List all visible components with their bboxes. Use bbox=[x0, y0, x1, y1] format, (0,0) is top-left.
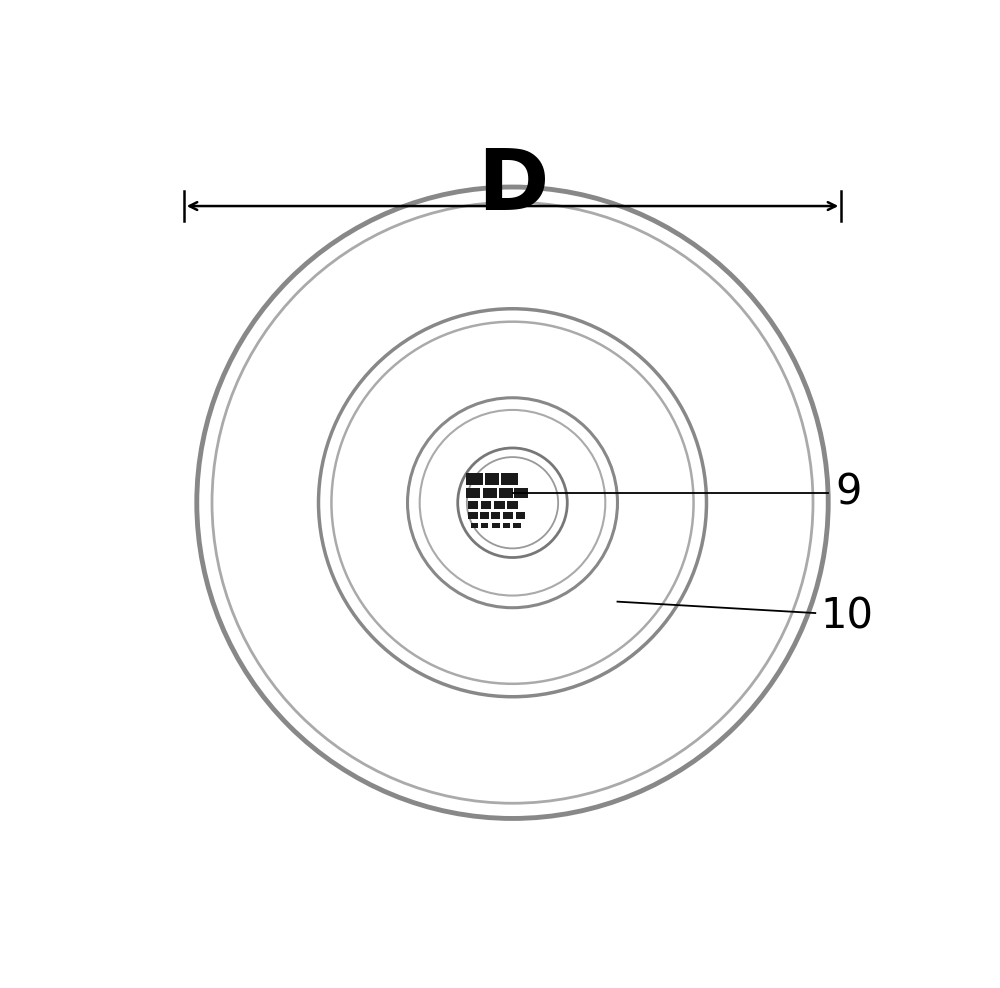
Text: 10: 10 bbox=[821, 596, 874, 638]
Bar bbox=[492, 523, 500, 529]
Text: 9: 9 bbox=[836, 472, 862, 514]
Bar bbox=[499, 488, 512, 498]
Bar bbox=[466, 488, 480, 498]
Bar bbox=[507, 501, 518, 509]
Bar bbox=[516, 512, 525, 519]
Bar bbox=[466, 473, 483, 485]
Bar bbox=[480, 512, 489, 519]
Bar bbox=[503, 512, 513, 519]
Bar bbox=[514, 488, 528, 498]
Bar bbox=[513, 523, 521, 529]
Bar bbox=[468, 512, 478, 519]
Bar bbox=[481, 523, 488, 529]
Bar bbox=[471, 523, 478, 529]
Text: D: D bbox=[477, 145, 548, 228]
Bar bbox=[483, 488, 497, 498]
Bar bbox=[494, 501, 505, 509]
Bar bbox=[485, 473, 499, 485]
Bar bbox=[501, 473, 518, 485]
Bar bbox=[481, 501, 491, 509]
Bar bbox=[503, 523, 510, 529]
Bar bbox=[491, 512, 500, 519]
Bar bbox=[468, 501, 478, 509]
